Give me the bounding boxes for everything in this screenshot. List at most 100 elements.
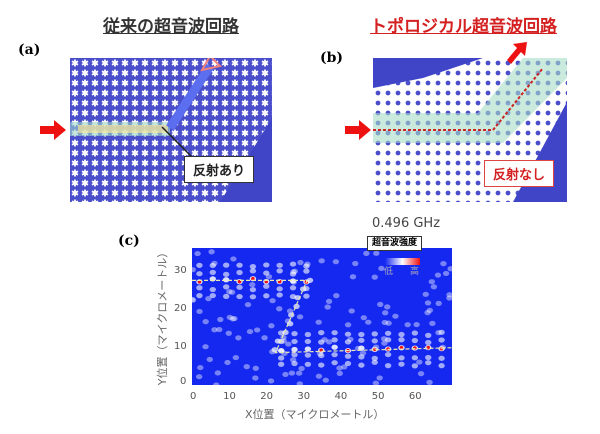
intensity-spot bbox=[428, 279, 436, 285]
intensity-spot bbox=[371, 331, 378, 337]
intensity-spot bbox=[228, 289, 236, 295]
intensity-spot bbox=[344, 353, 352, 359]
frequency-label: 0.496 GHz bbox=[372, 216, 441, 231]
intensity-spot bbox=[434, 272, 442, 278]
x-tick-label: 0 bbox=[190, 391, 197, 402]
intensity-spot bbox=[344, 339, 352, 345]
intensity-spot bbox=[442, 270, 450, 277]
intensity-spot bbox=[304, 261, 311, 267]
intensity-spot bbox=[196, 285, 203, 291]
intensity-spot bbox=[236, 262, 243, 268]
intensity-spot bbox=[411, 355, 419, 361]
intensity-spot bbox=[286, 308, 294, 314]
intensity-spot bbox=[303, 268, 310, 274]
intensity-spot bbox=[331, 330, 338, 336]
intensity-spot bbox=[425, 360, 432, 366]
intensity-spot bbox=[216, 326, 223, 333]
intensity-spot bbox=[265, 274, 273, 280]
intensity-spot bbox=[344, 331, 352, 337]
callout-pointer-a bbox=[161, 126, 193, 158]
intensity-spot bbox=[341, 364, 348, 370]
intensity-spot bbox=[196, 293, 203, 299]
intensity-spot bbox=[398, 331, 405, 338]
intensity-spot bbox=[235, 335, 242, 341]
x-tick-label: 40 bbox=[334, 391, 348, 402]
intensity-spot bbox=[384, 337, 392, 343]
intensity-spot bbox=[222, 277, 230, 283]
intensity-spot bbox=[267, 378, 275, 384]
intensity-spot bbox=[222, 284, 230, 290]
intensity-spot bbox=[318, 352, 325, 359]
intensity-spot bbox=[344, 322, 352, 328]
intensity-spot bbox=[269, 298, 276, 304]
intensity-spot bbox=[349, 274, 357, 280]
intensity-spot bbox=[384, 330, 392, 336]
y-tick-label: 0 bbox=[180, 376, 187, 387]
intensity-spot bbox=[231, 315, 238, 322]
intensity-spot bbox=[304, 352, 312, 358]
intensity-spot bbox=[249, 263, 257, 270]
intensity-spot bbox=[304, 331, 312, 338]
intensity-spot bbox=[202, 344, 209, 350]
intensity-spot bbox=[306, 277, 314, 283]
intensity-spot bbox=[269, 349, 276, 355]
intensity-spot bbox=[381, 340, 388, 346]
intensity-spot bbox=[277, 355, 285, 361]
intensity-spot bbox=[291, 338, 298, 345]
intensity-spot bbox=[195, 374, 203, 380]
intensity-spot bbox=[236, 269, 243, 276]
intensity-spot bbox=[289, 261, 297, 267]
intensity-spot bbox=[373, 250, 380, 256]
intensity-spot bbox=[290, 269, 297, 275]
intensity-spot bbox=[336, 370, 343, 376]
intensity-spot bbox=[438, 329, 445, 335]
legend-high: 高 bbox=[410, 267, 420, 277]
intensity-spot bbox=[426, 379, 433, 385]
intensity-spot bbox=[289, 271, 297, 277]
panel-a-title: 従来の超音波回路 bbox=[103, 17, 239, 37]
input-arrow-a bbox=[40, 120, 66, 140]
intensity-spot bbox=[332, 259, 340, 265]
intensity-spot bbox=[435, 330, 442, 336]
intensity-spot bbox=[236, 284, 243, 290]
intensity-spot bbox=[377, 301, 384, 308]
intensity-spot bbox=[446, 292, 452, 298]
intensity-peak bbox=[251, 276, 255, 281]
intensity-spot bbox=[263, 270, 270, 276]
intensity-spot bbox=[253, 327, 261, 333]
intensity-spot bbox=[304, 361, 312, 367]
intensity-spot bbox=[318, 362, 325, 368]
legend-low: 低 bbox=[384, 267, 394, 277]
intensity-spot bbox=[316, 350, 324, 357]
intensity-spot bbox=[398, 361, 405, 367]
intensity-spot bbox=[213, 382, 220, 385]
intensity-spot bbox=[416, 359, 423, 365]
input-arrow-b bbox=[345, 120, 371, 140]
intensity-spot bbox=[303, 293, 310, 299]
intensity-spot bbox=[378, 265, 385, 272]
intensity-spot bbox=[297, 259, 304, 266]
intensity-spot bbox=[371, 338, 378, 344]
intensity-spot bbox=[371, 355, 378, 361]
intensity-spot bbox=[222, 293, 230, 299]
intensity-spot bbox=[209, 262, 216, 269]
intensity-spot bbox=[426, 307, 434, 313]
intensity-spot bbox=[358, 362, 365, 368]
intensity-spot bbox=[365, 319, 372, 325]
intensity-spot bbox=[246, 328, 254, 335]
intensity-spot bbox=[277, 330, 285, 336]
intensity-spot bbox=[303, 263, 310, 269]
intensity-spot bbox=[249, 282, 256, 288]
legend-box: 超音波強度 bbox=[367, 236, 423, 251]
intensity-spot bbox=[398, 337, 405, 343]
intensity-spot bbox=[276, 286, 283, 292]
intensity-spot bbox=[249, 287, 257, 293]
intensity-spot bbox=[438, 355, 445, 361]
intensity-spot bbox=[268, 323, 275, 329]
intensity-spot bbox=[425, 332, 432, 338]
intensity-spot bbox=[295, 370, 303, 376]
waveguide-outline bbox=[192, 279, 452, 354]
intensity-spot bbox=[202, 319, 209, 325]
intensity-spot bbox=[291, 346, 298, 353]
intensity-spot bbox=[411, 337, 419, 344]
